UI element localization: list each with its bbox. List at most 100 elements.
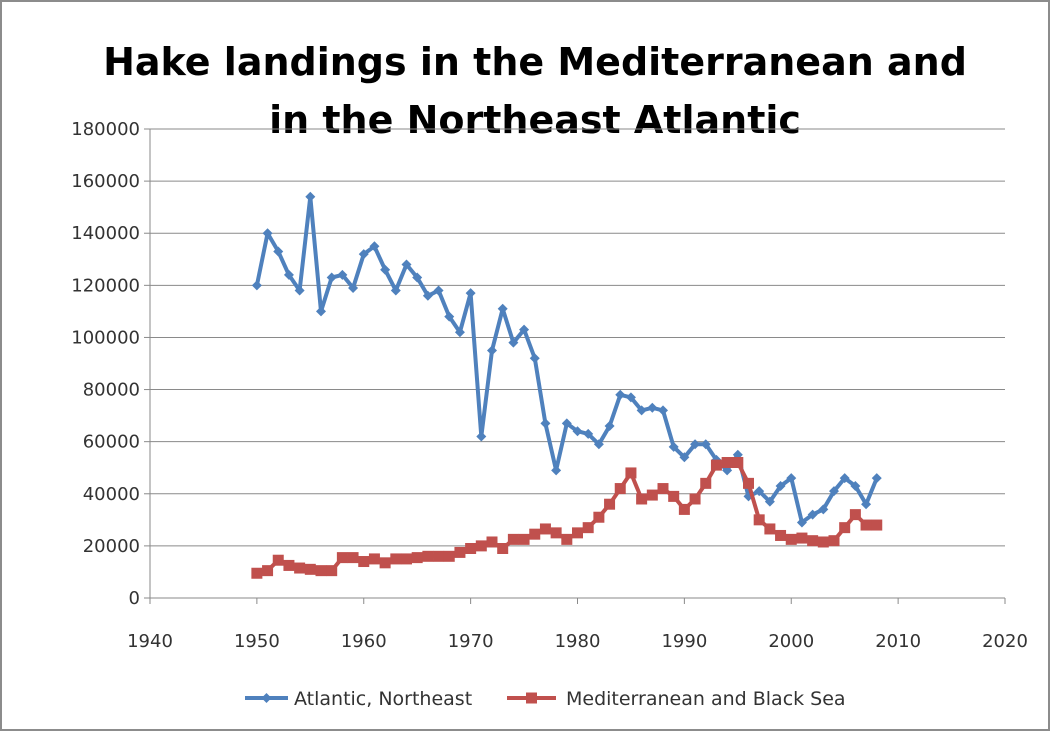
x-tick-label-1970: 1970	[448, 631, 494, 652]
data-point-atlantic-1962	[380, 264, 391, 275]
data-point-mediterranean-1981	[582, 522, 594, 534]
data-point-mediterranean-2002	[807, 535, 819, 547]
data-point-atlantic-1952	[273, 246, 284, 257]
x-tick-label-1980: 1980	[555, 631, 601, 652]
y-tick-label-140000: 140000	[71, 223, 140, 244]
data-point-atlantic-1967	[433, 285, 444, 296]
data-point-mediterranean-1978	[550, 527, 562, 539]
data-point-atlantic-1956	[316, 306, 326, 317]
data-point-atlantic-1997	[754, 486, 765, 497]
data-point-atlantic-1951	[262, 228, 273, 239]
data-point-mediterranean-1971	[475, 540, 487, 552]
data-point-atlantic-2008	[871, 473, 882, 484]
data-point-atlantic-1958	[337, 269, 348, 280]
data-point-atlantic-1970	[465, 288, 476, 299]
data-point-mediterranean-1960	[358, 556, 370, 568]
data-point-atlantic-2007	[861, 499, 872, 510]
data-point-mediterranean-1984	[614, 483, 626, 495]
data-point-atlantic-1975	[519, 324, 530, 335]
data-point-atlantic-2001	[796, 517, 807, 528]
data-point-mediterranean-1966	[422, 550, 434, 562]
data-point-mediterranean-1999	[775, 529, 787, 541]
data-point-mediterranean-2000	[785, 533, 797, 545]
data-point-mediterranean-2005	[839, 522, 851, 534]
data-point-atlantic-1977	[540, 418, 551, 429]
x-tick-label-1990: 1990	[661, 631, 707, 652]
data-point-atlantic-1961	[369, 241, 380, 252]
data-point-atlantic-1998	[764, 496, 775, 507]
data-point-mediterranean-1980	[572, 527, 583, 539]
axes: 0 20000 40000 60000 80000 100000 120000 140000 1…	[71, 119, 1028, 652]
data-point-atlantic-1963	[390, 285, 401, 296]
data-point-mediterranean-1995	[732, 457, 744, 469]
y-tick-label-100000: 100000	[71, 327, 140, 348]
data-point-atlantic-1981	[583, 428, 594, 439]
data-point-atlantic-1968	[444, 311, 455, 322]
series-mediterranean	[251, 457, 883, 579]
data-point-atlantic-2000	[786, 473, 797, 484]
y-tick-label-180000: 180000	[71, 119, 140, 140]
data-point-mediterranean-1973	[497, 542, 509, 554]
data-point-atlantic-1976	[529, 353, 540, 364]
data-point-mediterranean-1962	[379, 557, 391, 569]
data-point-mediterranean-1953	[283, 559, 295, 571]
data-point-atlantic-1964	[401, 259, 412, 270]
data-point-mediterranean-2001	[796, 532, 808, 544]
series-atlantic	[251, 191, 882, 528]
data-point-mediterranean-1986	[636, 493, 648, 505]
data-point-mediterranean-1955	[304, 563, 316, 575]
data-point-mediterranean-1979	[561, 533, 573, 545]
data-point-atlantic-1957	[326, 272, 337, 283]
data-point-atlantic-1983	[604, 421, 615, 432]
x-tick-label-1960: 1960	[341, 631, 387, 652]
series-line-atlantic	[254, 194, 879, 525]
data-point-atlantic-2003	[818, 504, 829, 515]
data-point-mediterranean-1988	[657, 483, 669, 495]
data-point-mediterranean-1987	[646, 489, 658, 501]
data-point-atlantic-1960	[358, 249, 369, 260]
y-tick-label-60000: 60000	[83, 432, 140, 453]
legend-item-mediterranean: Mediterranean and Black Sea	[507, 688, 846, 710]
data-point-atlantic-1990	[679, 452, 690, 463]
data-point-atlantic-1992	[700, 439, 711, 450]
data-point-atlantic-1959	[348, 282, 359, 293]
data-point-mediterranean-1957	[326, 565, 338, 577]
data-point-mediterranean-1974	[507, 533, 519, 545]
data-point-mediterranean-1956	[315, 565, 327, 577]
data-point-mediterranean-1967	[433, 550, 445, 562]
x-tick-label-1950: 1950	[234, 631, 280, 652]
data-point-atlantic-1989	[668, 441, 679, 452]
data-point-atlantic-1966	[422, 290, 433, 301]
data-point-atlantic-1955	[305, 191, 316, 202]
chart-title-line-2: in the Northeast Atlantic	[269, 98, 801, 142]
legend-marker-atlantic	[261, 693, 272, 703]
data-point-atlantic-1979	[561, 418, 572, 429]
data-point-mediterranean-2007	[860, 519, 872, 531]
data-point-atlantic-2005	[839, 473, 850, 484]
data-point-mediterranean-1985	[625, 467, 637, 479]
data-point-mediterranean-1993	[710, 459, 722, 471]
data-point-mediterranean-2008	[871, 519, 883, 531]
data-point-mediterranean-1959	[347, 552, 359, 564]
x-tick-label-2010: 2010	[875, 631, 921, 652]
legend-label-mediterranean: Mediterranean and Black Sea	[566, 688, 846, 710]
legend-marker-shape-atlantic	[261, 693, 272, 703]
data-point-mediterranean-2006	[849, 509, 861, 521]
data-point-atlantic-1991	[690, 439, 701, 450]
data-point-mediterranean-1998	[764, 523, 776, 535]
data-point-mediterranean-2004	[828, 535, 840, 547]
data-point-mediterranean-1964	[401, 553, 412, 565]
data-point-mediterranean-1975	[518, 533, 530, 545]
data-point-atlantic-1982	[593, 439, 604, 450]
data-point-mediterranean-1989	[668, 490, 680, 502]
y-tick-label-40000: 40000	[83, 484, 140, 505]
data-point-mediterranean-1951	[262, 565, 274, 577]
data-point-atlantic-1971	[476, 431, 487, 442]
data-point-mediterranean-1952	[272, 554, 284, 566]
data-point-mediterranean-1958	[336, 552, 348, 564]
legend-label-atlantic: Atlantic, Northeast	[294, 688, 472, 710]
data-point-mediterranean-1950	[251, 567, 263, 579]
data-point-atlantic-1984	[615, 389, 626, 400]
legend-item-atlantic: Atlantic, Northeast	[245, 688, 472, 710]
